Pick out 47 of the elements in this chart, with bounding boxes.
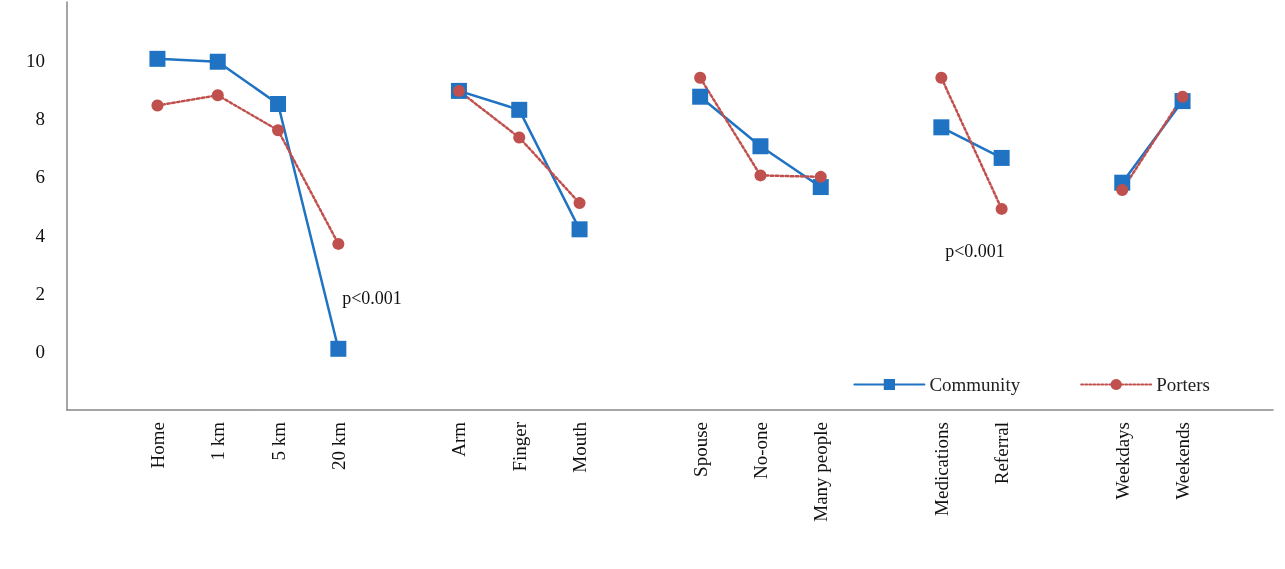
x-tick-label: Many people	[810, 422, 832, 522]
point	[1176, 90, 1189, 103]
x-tick-label: 5 km	[267, 421, 289, 461]
point	[933, 119, 950, 136]
point	[149, 50, 166, 67]
y-tick-label: 6	[35, 166, 45, 188]
point	[993, 149, 1010, 166]
point	[752, 138, 769, 155]
x-tick-label: Medications	[930, 422, 952, 516]
point	[211, 89, 224, 102]
y-tick-label: 4	[35, 224, 46, 246]
x-tick-label: Spouse	[689, 422, 711, 477]
point	[332, 237, 345, 250]
x-tick-label: Finger	[508, 421, 530, 472]
y-tick-label: 0	[35, 341, 45, 363]
x-tick-label: No-one	[749, 422, 771, 479]
x-tick-label: 20 km	[327, 421, 349, 471]
annotation: p<0.001	[342, 288, 402, 308]
x-tick-label: 1 km	[207, 421, 229, 461]
point	[573, 197, 586, 210]
point	[814, 170, 827, 183]
point	[692, 88, 709, 105]
point	[272, 124, 285, 137]
point	[151, 99, 164, 112]
x-tick-label: Home	[146, 422, 168, 469]
annotation: p<0.001	[945, 241, 1005, 261]
x-tick-label: Weekdays	[1111, 422, 1133, 500]
point	[511, 101, 528, 118]
legend-label: Community	[929, 374, 1021, 395]
legend-label: Porters	[1156, 374, 1210, 395]
point	[571, 221, 588, 238]
point	[935, 71, 948, 84]
y-tick-label: 8	[35, 108, 45, 130]
point	[1116, 183, 1129, 196]
point	[209, 53, 226, 70]
x-tick-label: Mouth	[569, 421, 591, 473]
x-tick-label: Arm	[448, 421, 470, 457]
y-tick-label: 2	[35, 282, 45, 304]
y-tick-label: 10	[26, 49, 45, 71]
x-tick-label: Weekends	[1172, 422, 1194, 500]
point	[694, 71, 707, 84]
point	[270, 96, 287, 112]
point	[513, 131, 526, 144]
x-tick-label: Referral	[991, 422, 1013, 485]
point	[330, 340, 347, 357]
point	[995, 202, 1008, 215]
point	[754, 169, 767, 182]
